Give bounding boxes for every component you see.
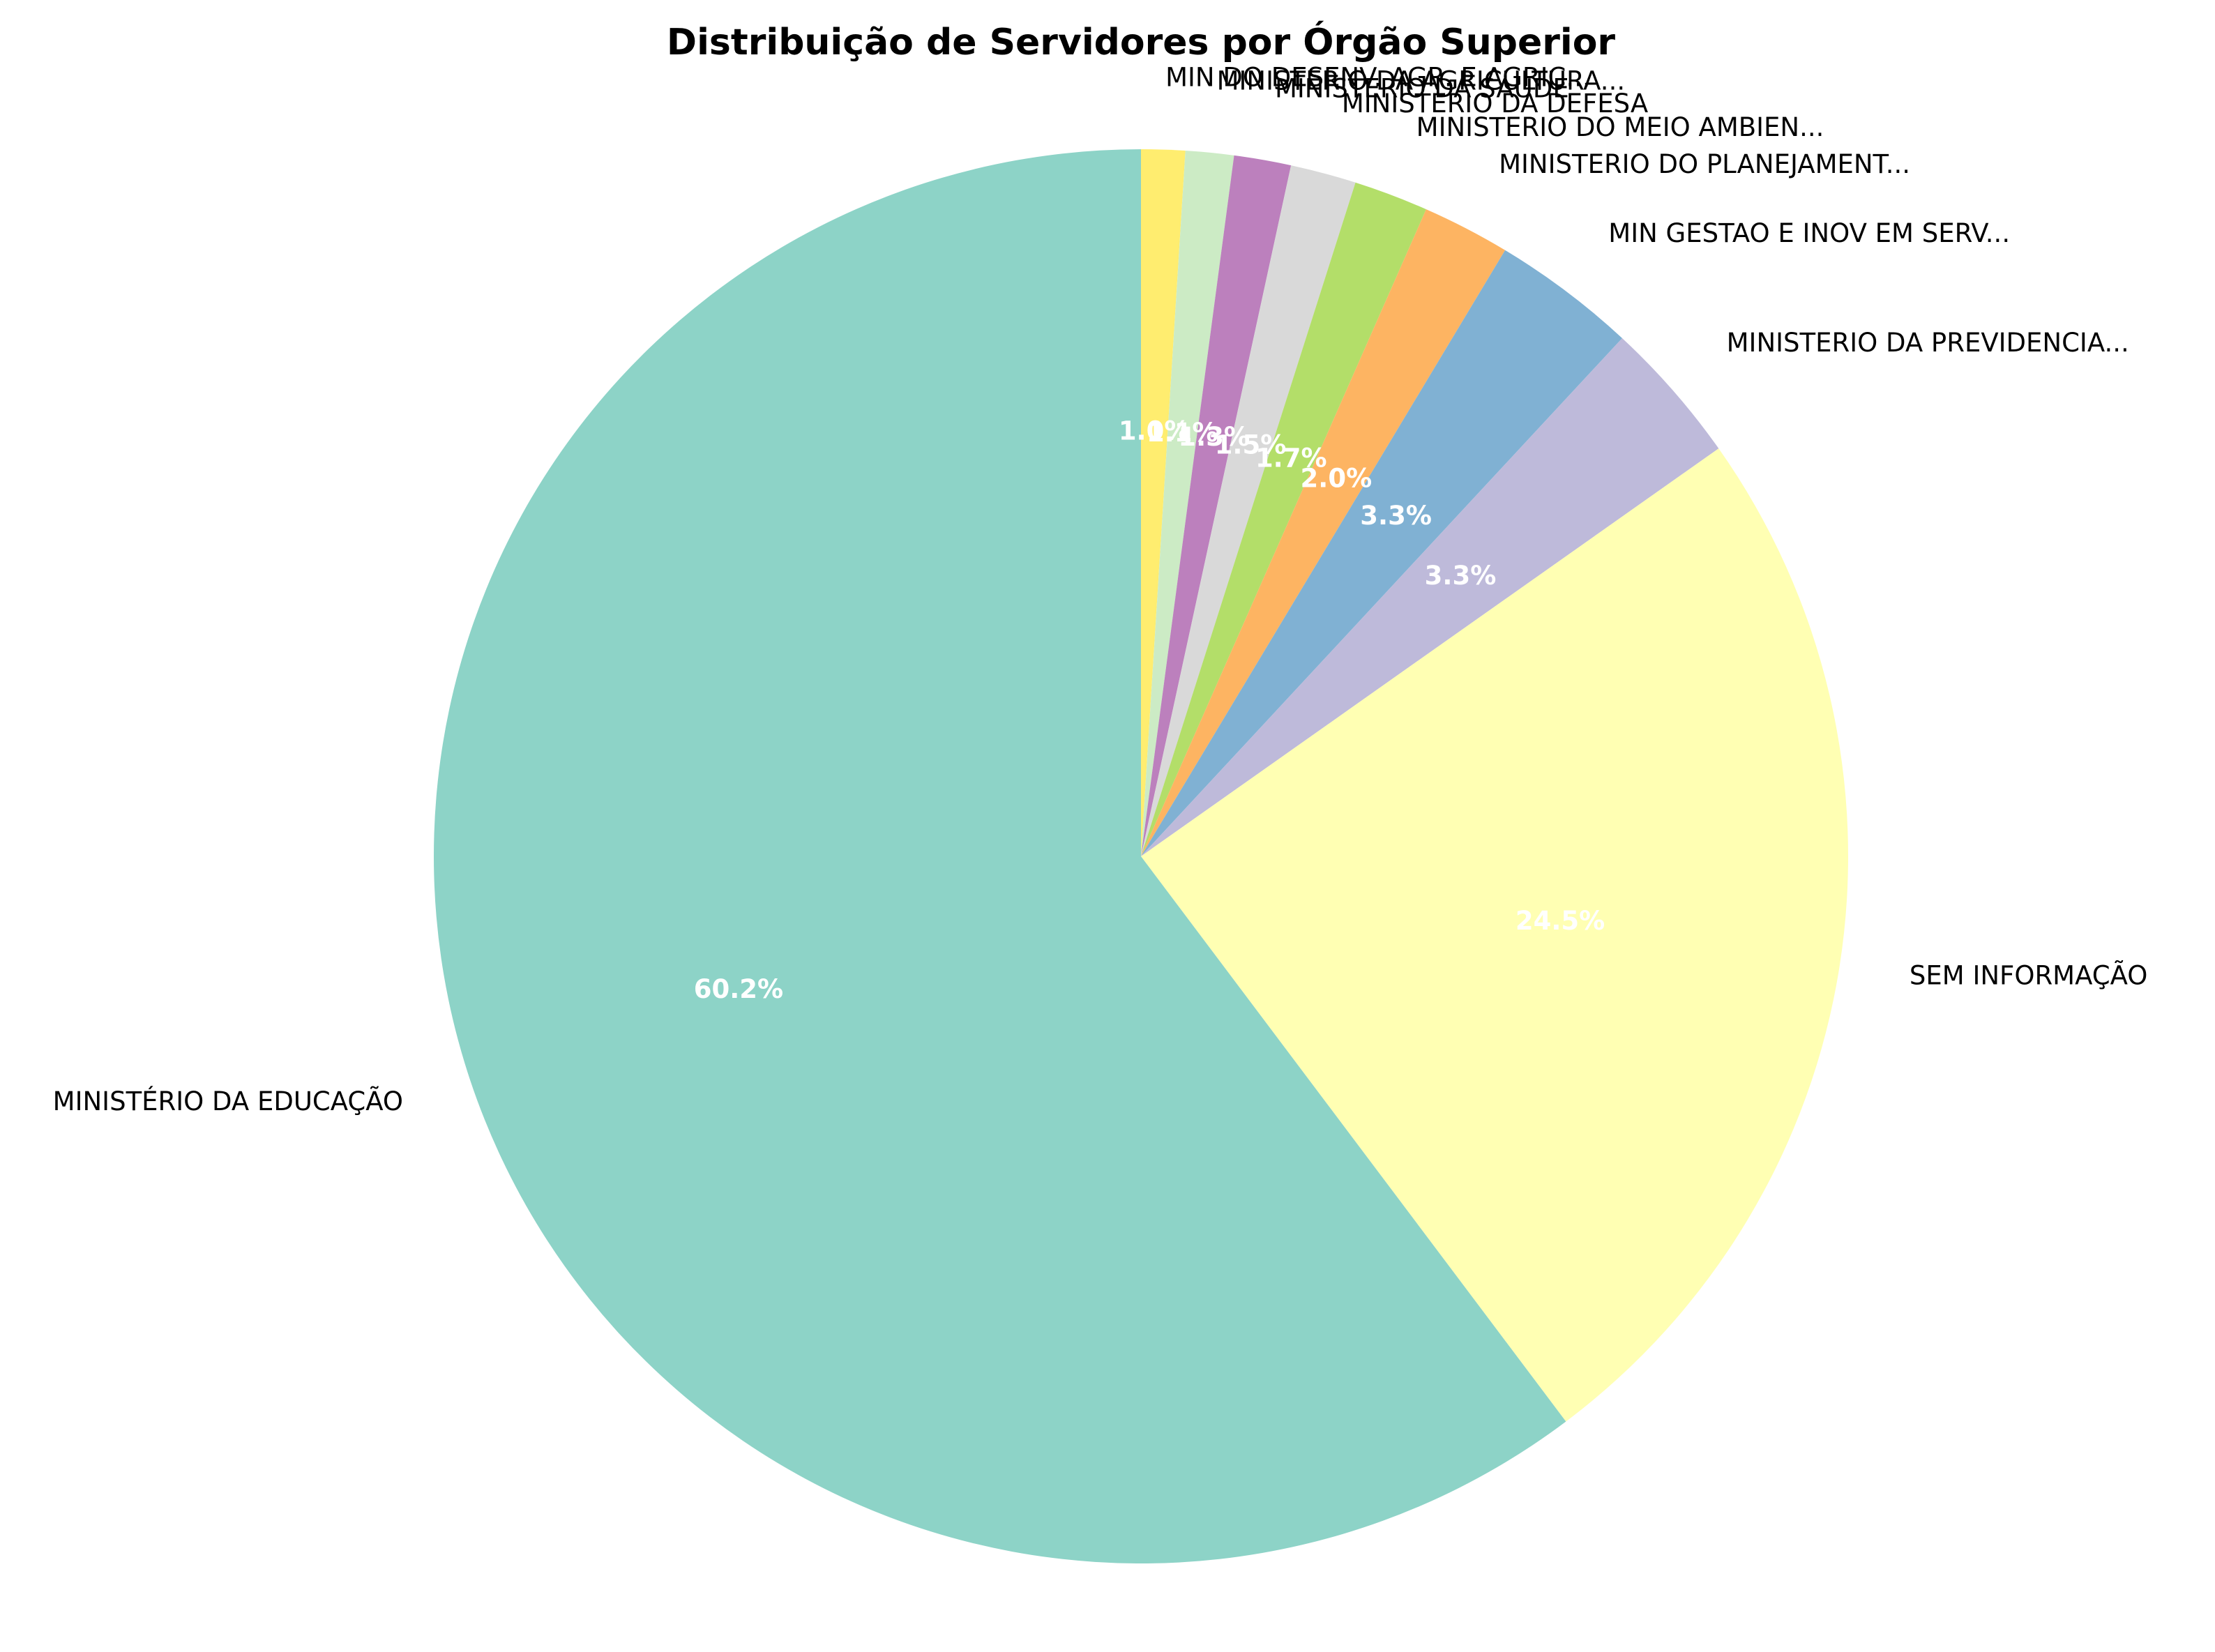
slice-label: MINISTERIO DA SAUDE (1275, 74, 1569, 104)
slice-label: MINISTERIO DA AGRICULTURA... (1217, 66, 1626, 96)
slice-label: MINISTERIO DA PREVIDENCIA... (1727, 328, 2129, 358)
percentage-labels: 1.0%1.1%1.3%1.5%1.7%2.0% 3.3% 3.3% 24.5% 60.… (694, 416, 1605, 1004)
slice-percentage-label: 2.0% (1301, 463, 1373, 493)
slice-label: MIN DO DESENV. AGR. E AGRIC... (1165, 63, 1591, 93)
pie-slice (1141, 448, 1848, 1422)
slice-percentage-label: 24.5% (1515, 906, 1605, 936)
chart-title: Distribuição de Servidores por Órgão Sup… (667, 20, 1616, 63)
slice-label: SEM INFORMAÇÃO (1910, 960, 2147, 990)
pie-slices (433, 149, 1848, 1563)
slice-percentage-label: 3.3% (1360, 501, 1432, 531)
slice-label: MINISTERIO DO PLANEJAMENT... (1499, 149, 1910, 179)
slice-percentage-label: 1.7% (1255, 443, 1327, 473)
slice-percentage-label: 60.2% (694, 974, 783, 1004)
slice-label: MINISTERIO DA DEFESA (1342, 89, 1648, 119)
pie-slice (1141, 338, 1719, 856)
pie-slice (1141, 149, 1186, 856)
pie-slice (1141, 209, 1506, 856)
slice-label: MINISTÉRIO DA EDUCAÇÃO (53, 1086, 403, 1116)
pie-slice (1141, 165, 1356, 856)
slice-label: MINISTERIO DO MEIO AMBIEN... (1416, 112, 1824, 142)
pie-slice (1141, 182, 1426, 856)
slice-percentage-label: 3.3% (1425, 561, 1497, 591)
pie-slice (1141, 151, 1234, 857)
pie-slice (1141, 250, 1623, 856)
slice-labels: MIN DO DESENV. AGR. E AGRIC...MINISTERIO… (53, 63, 2148, 1116)
slice-percentage-label: 1.5% (1215, 430, 1287, 460)
pie-slice (433, 149, 1566, 1563)
pie-slice (1141, 155, 1292, 857)
slice-percentage-label: 1.1% (1147, 418, 1218, 448)
slice-percentage-label: 1.0% (1119, 416, 1190, 446)
slice-label: MIN GESTAO E INOV EM SERV... (1608, 218, 2010, 248)
slice-percentage-label: 1.3% (1178, 422, 1250, 452)
